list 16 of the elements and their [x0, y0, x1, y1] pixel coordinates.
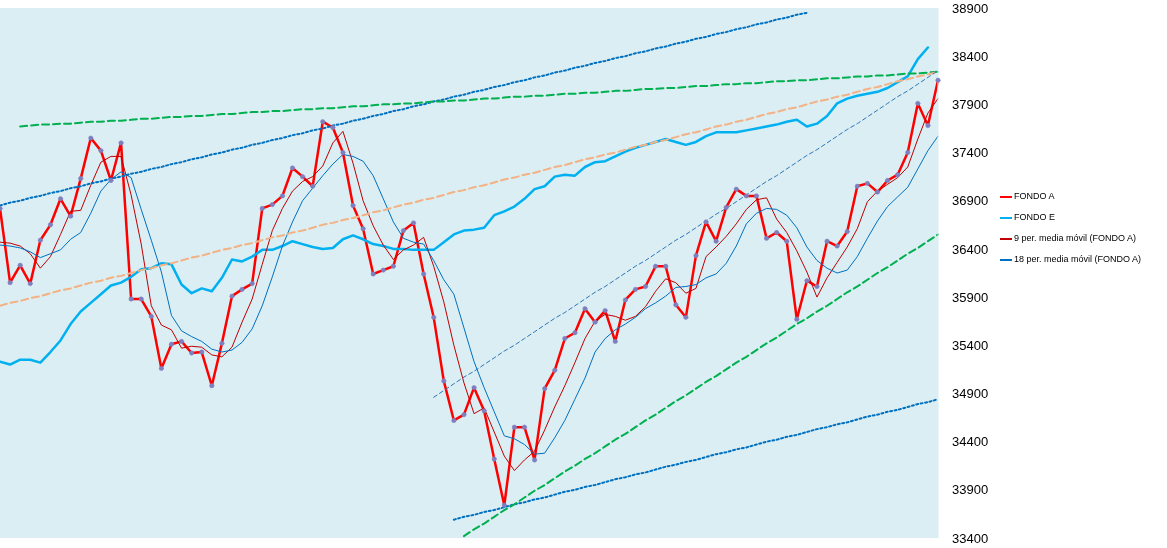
- y-tick-label: 33400: [952, 530, 989, 546]
- y-tick-label: 35400: [952, 337, 989, 353]
- legend-label: 18 per. media móvil (FONDO A): [1014, 253, 1142, 266]
- y-tick-label: 37900: [952, 96, 989, 112]
- y-tick-label: 38400: [952, 48, 989, 64]
- legend-label: FONDO A: [1014, 190, 1055, 203]
- legend-label: FONDO E: [1014, 211, 1056, 224]
- y-tick-label: 36400: [952, 241, 989, 257]
- legend-label: 9 per. media móvil (FONDO A): [1014, 232, 1137, 245]
- y-tick-label: 34400: [952, 434, 989, 450]
- y-tick-label: 34900: [952, 386, 989, 402]
- y-tick-label: 35900: [952, 289, 989, 305]
- y-tick-label: 33900: [952, 482, 989, 498]
- y-tick-label: 38900: [952, 0, 989, 16]
- y-tick-label: 37400: [952, 145, 989, 161]
- y-tick-label: 36900: [952, 193, 989, 209]
